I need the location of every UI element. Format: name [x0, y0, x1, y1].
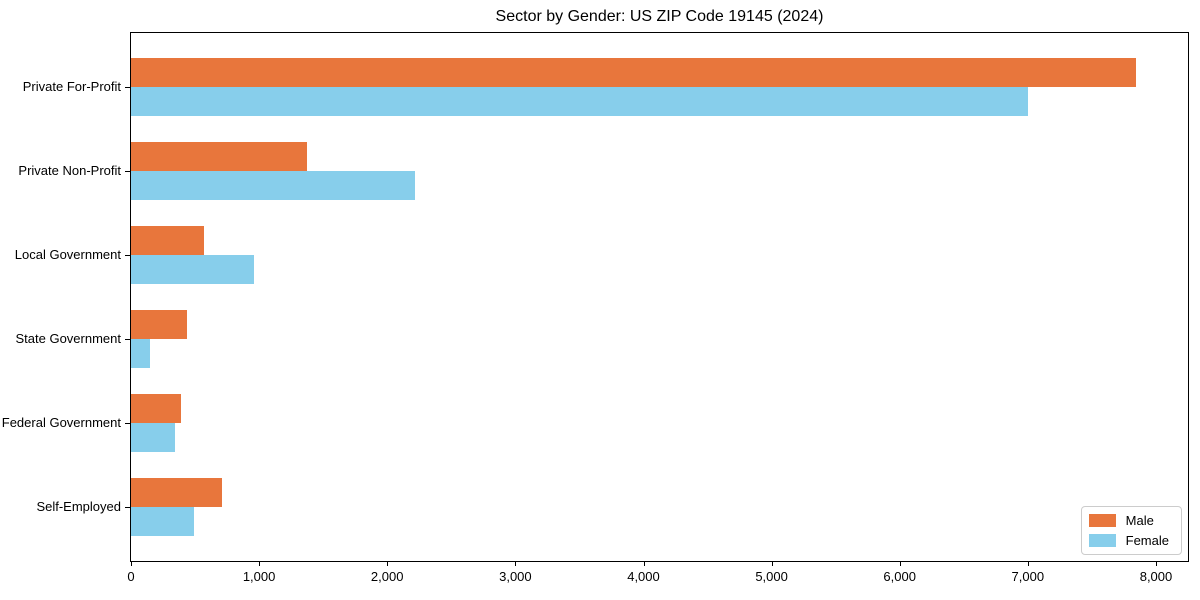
legend-swatch-male: [1088, 514, 1116, 527]
x-tick-mark: [771, 561, 773, 566]
x-tick-mark: [899, 561, 901, 566]
x-tick-mark: [643, 561, 645, 566]
x-tick-mark: [259, 561, 261, 566]
x-tick-label: 6,000: [883, 569, 916, 584]
x-tick-mark: [515, 561, 517, 566]
x-tick-label: 0: [127, 569, 135, 584]
legend-swatch-female: [1088, 534, 1116, 547]
bar-female: [131, 339, 151, 368]
y-tick-mark: [125, 423, 130, 424]
bar-male: [131, 58, 1136, 87]
bar-female: [131, 255, 254, 284]
x-tick-mark: [1156, 561, 1157, 566]
y-tick-mark: [125, 255, 130, 256]
y-tick-mark: [125, 171, 130, 172]
legend: Male Female: [1080, 506, 1182, 555]
x-tick-mark: [1027, 561, 1029, 566]
bar-female: [131, 171, 416, 200]
bar-male: [131, 478, 222, 507]
x-tick-mark: [131, 561, 132, 566]
legend-item-female: Female: [1088, 533, 1169, 548]
x-tick-mark: [387, 561, 389, 566]
x-tick-label: 4,000: [627, 569, 660, 584]
y-tick-mark: [125, 507, 130, 508]
x-tick-label: 3,000: [499, 569, 532, 584]
y-tick-label: Private Non-Profit: [18, 163, 121, 178]
bar-female: [131, 507, 194, 536]
chart-title: Sector by Gender: US ZIP Code 19145 (202…: [495, 8, 824, 25]
bar-male: [131, 310, 187, 339]
x-tick-label: 2,000: [370, 569, 404, 584]
legend-label: Female: [1125, 533, 1169, 548]
x-tick-label: 8,000: [1139, 569, 1173, 584]
y-tick-label: Self-Employed: [36, 499, 121, 514]
bar-male: [131, 142, 307, 171]
bar-male: [131, 226, 204, 255]
y-tick-label: Local Government: [14, 247, 121, 262]
plot-area: Male Female: [130, 32, 1189, 562]
y-tick-label: State Government: [15, 331, 122, 346]
bars-layer: [131, 33, 1188, 561]
y-tick-label: Private For-Profit: [22, 79, 121, 94]
y-tick-mark: [125, 87, 130, 88]
y-tick-mark: [125, 339, 130, 340]
x-tick-label: 5,000: [755, 569, 788, 584]
bar-female: [131, 87, 1028, 116]
x-tick-label: 7,000: [1011, 569, 1045, 584]
x-tick-label: 1,000: [242, 569, 276, 584]
legend-label: Male: [1125, 513, 1154, 528]
bar-female: [131, 423, 176, 452]
legend-item-male: Male: [1088, 513, 1169, 528]
bar-male: [131, 394, 181, 423]
y-tick-label: Federal Government: [1, 415, 121, 430]
